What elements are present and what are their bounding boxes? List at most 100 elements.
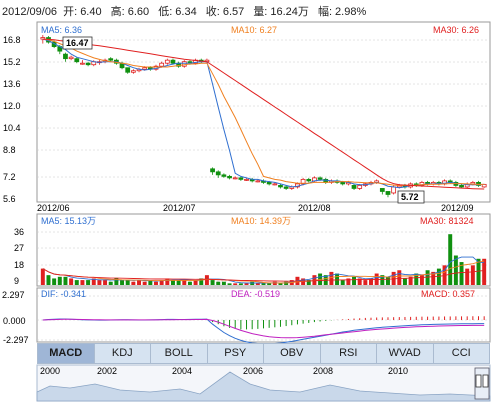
volume-y-tick: 36 [14,227,24,237]
navigator-years: 2000 2002 2004 2006 2008 2010 [40,366,408,376]
nav-year: 2008 [313,366,333,376]
candle-body [232,177,238,180]
tab-psy[interactable]: PSY [208,344,264,363]
volume-value: 16.24万 [270,6,309,18]
volume-bar [69,278,74,285]
candle-body [164,59,170,64]
x-tick: 2012/07 [163,203,196,213]
volume-bar [261,283,266,285]
price-y-tick: 12.0 [3,101,21,111]
macd-grid [37,295,490,341]
tab-obv[interactable]: OBV [264,344,321,363]
price-y-tick: 7.2 [3,172,16,182]
tab-kdj[interactable]: KDJ [95,344,151,363]
volume-bar [414,273,419,285]
volume-bar [397,270,402,285]
high-label: 高: [110,6,125,18]
volume-bar [63,276,68,285]
candle-body [385,191,391,195]
volume-bar [74,280,79,285]
volume-bar [459,262,464,285]
volume-y-tick: 9 [14,276,19,286]
volume-bar [46,275,51,285]
close-value: 6.57 [222,6,245,18]
candle-body [379,188,385,192]
candle-body [238,177,244,180]
macd-y-tick: 2.297 [2,290,25,300]
volume-bar [436,268,441,285]
handle-right-icon[interactable] [482,374,489,388]
volume-bar [154,281,158,285]
volume-bar [80,280,85,285]
nav-year: 2010 [388,366,408,376]
volume-bar [448,234,453,285]
volume-bar [470,265,475,285]
tab-wvad[interactable]: WVAD [377,344,434,363]
close-label: 收: [205,6,220,18]
candle-body [255,180,261,183]
volume-bar [142,281,147,285]
volume-bar [114,278,119,285]
dea-legend: DEA: -0.519 [231,289,280,299]
volume-bar [352,276,357,285]
ma30-legend: MA30: 6.26 [433,25,479,35]
candle-body [215,171,221,176]
low-value: 6.34 [175,6,197,18]
candle-body [125,67,131,73]
volume-bar [125,280,130,285]
tab-macd[interactable]: MACD [38,344,95,363]
volume-bar [244,283,249,285]
ma-line-ma30 [42,38,485,190]
navigator-range-handle[interactable] [474,367,490,400]
volume-ma-line [42,268,485,282]
high-marker-label: 16.47 [66,38,89,48]
handle-left-icon[interactable] [475,374,482,388]
macd-y-tick: -2.297 [3,335,29,345]
volume-bar [431,271,436,285]
dif-legend: DIF: -0.341 [41,289,86,299]
change-value: 2.98% [335,6,367,18]
tab-boll[interactable]: BOLL [151,344,208,363]
x-tick: 2012/06 [37,203,70,213]
volume-ma-lines [42,256,485,284]
quote-date: 2012/09/06 [2,6,58,18]
volume-bar [238,283,243,285]
low-label: 低: [158,6,173,18]
volume-bar [57,276,62,285]
candle-body [266,182,272,185]
volume-bar [40,268,45,285]
volume-bar [408,276,413,285]
volume-bar [284,281,289,285]
candle-body [459,185,464,188]
nav-year: 2004 [172,366,192,376]
volume-bar [216,281,221,285]
price-y-tick: 8.8 [3,145,16,155]
volume-bar [306,280,311,285]
price-y-ticks: 16.8 15.2 13.6 12.0 10.4 8.8 7.2 5.6 [3,35,21,204]
candle-body [244,178,249,181]
price-y-tick: 13.6 [3,79,21,89]
candle-body [130,70,136,73]
x-tick: 2012/09 [441,203,474,213]
volume-bar [165,278,170,285]
volume-bar [267,283,272,285]
candle-body [317,177,323,180]
volume-bar [91,278,96,285]
volume-bar [329,271,334,285]
nav-year: 2006 [243,366,263,376]
volume-bar [442,265,447,285]
candle-body [391,186,397,194]
volume-label: 量: [253,6,268,18]
quote-volume: 量: 16.24万 [253,6,312,18]
volume-bar [272,281,277,285]
price-y-tick: 10.4 [3,123,21,133]
tab-rsi[interactable]: RSI [321,344,377,363]
tab-cci[interactable]: CCI [451,347,471,359]
indicator-tabs: MACD KDJ BOLL PSY OBV RSI WVAD CCI [37,343,490,364]
volume-bar [193,280,198,285]
volume-bar [402,278,407,285]
volume-bar [199,278,204,285]
low-marker: 5.72 [397,190,425,204]
vol-ma5-legend: MA5: 15.13万 [41,216,96,226]
